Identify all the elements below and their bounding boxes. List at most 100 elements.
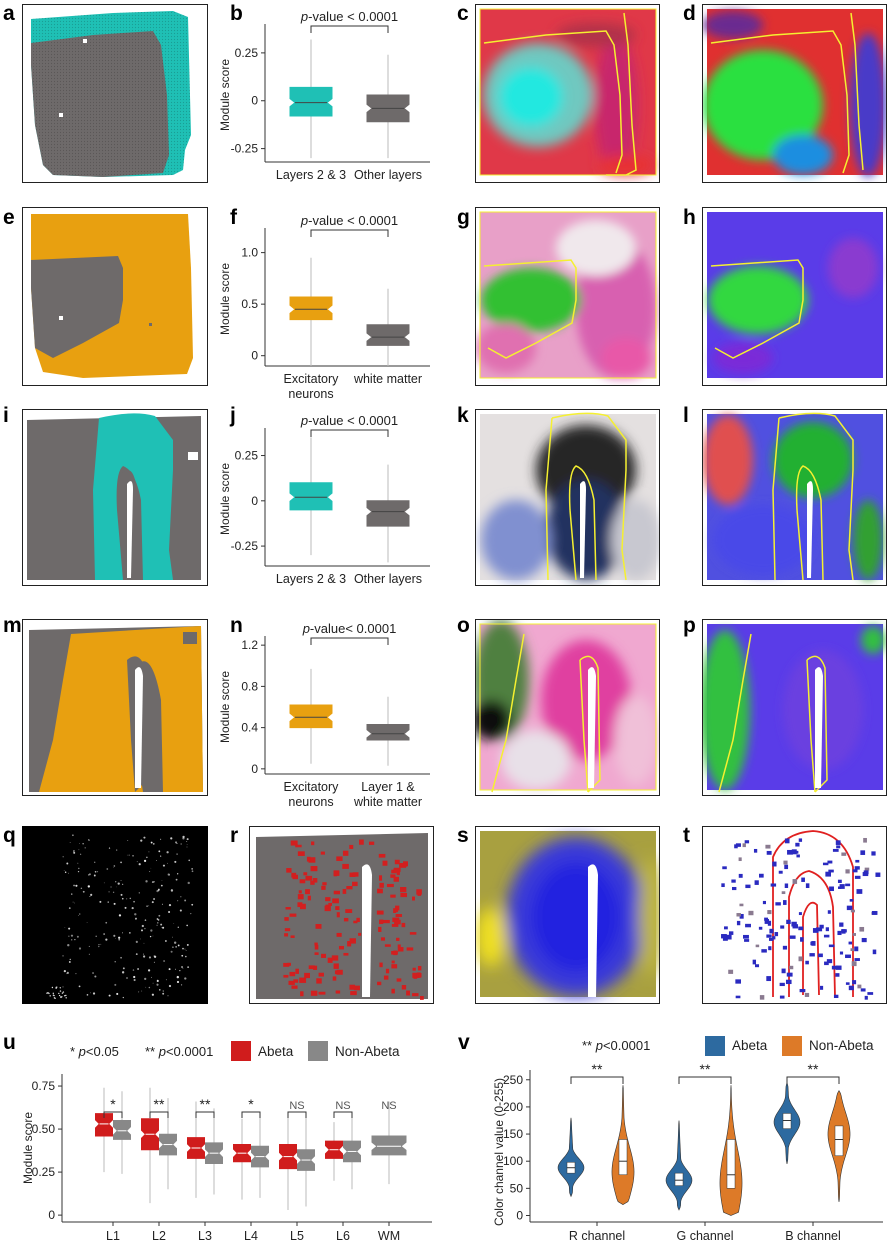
- abeta-spot: [379, 962, 383, 968]
- fluorescent-spot: [95, 935, 97, 937]
- fluorescent-spot: [58, 994, 61, 997]
- legend-swatch-abeta: [705, 1036, 725, 1056]
- fluorescent-spot: [127, 840, 129, 841]
- fluorescent-spot: [62, 986, 64, 988]
- fluorescent-spot: [141, 990, 143, 992]
- abeta-spot: [859, 926, 865, 932]
- abeta-spot: [782, 945, 788, 950]
- abeta-spot: [342, 863, 349, 869]
- nonabeta-violin: [719, 1085, 743, 1216]
- x-tick-label: white matter: [353, 372, 422, 386]
- fluorescent-spot: [108, 847, 111, 849]
- panel-label-o: o: [457, 614, 470, 637]
- abeta-spot: [305, 875, 313, 881]
- abeta-spot: [284, 928, 291, 932]
- abeta-spot: [353, 985, 360, 991]
- fluorescent-spot: [71, 893, 73, 895]
- abeta-spot: [731, 879, 736, 883]
- abeta-spot: [390, 894, 396, 898]
- fluorescent-spot: [78, 947, 82, 950]
- iqr-box: [782, 1113, 792, 1129]
- nonabeta-violin: [827, 1090, 851, 1202]
- abeta-violin: [773, 1081, 801, 1164]
- abeta-spot: [744, 840, 750, 844]
- abeta-spot: [349, 984, 356, 990]
- fluorescent-spot: [185, 955, 187, 958]
- abeta-spot: [742, 843, 746, 848]
- spot-map-a: [22, 4, 208, 183]
- abeta-spot: [352, 881, 358, 887]
- fluorescent-spot: [94, 975, 97, 978]
- abeta-spot: [781, 891, 786, 895]
- fluorescent-spot: [105, 921, 108, 924]
- abeta-spot: [396, 871, 400, 876]
- fluorescent-spot: [156, 979, 159, 983]
- fluorescent-spot: [116, 992, 119, 995]
- fluorescent-spot: [80, 887, 83, 890]
- panel-label-c: c: [457, 2, 469, 25]
- abeta-violin: [665, 1120, 693, 1211]
- fluorescent-spot: [88, 945, 90, 947]
- abeta-spot: [864, 867, 870, 871]
- box-body: [113, 1119, 131, 1140]
- fluorescent-spot: [146, 905, 148, 907]
- abeta-spot: [833, 994, 839, 999]
- legend-label-abeta: Abeta: [258, 1044, 294, 1059]
- fluorescent-spot: [90, 992, 91, 994]
- fluorescent-spot: [143, 859, 147, 863]
- fluorescent-spot: [151, 901, 154, 904]
- significance-bracket: [310, 429, 389, 437]
- abeta-spot: [789, 965, 794, 970]
- abeta-spot: [820, 985, 824, 990]
- abeta-spot: [829, 886, 834, 892]
- fluorescent-spot: [158, 989, 161, 991]
- violin-body: [557, 1117, 585, 1198]
- abeta-spot: [377, 981, 382, 986]
- fluorescent-spot: [66, 971, 69, 974]
- abeta-spot: [822, 862, 829, 866]
- abeta-spot: [377, 888, 383, 894]
- abeta-spot: [754, 880, 759, 885]
- fluorescent-spot: [113, 934, 116, 937]
- abeta-spot: [304, 972, 311, 979]
- abeta-spot: [780, 925, 785, 929]
- abeta-spot: [767, 910, 772, 915]
- abeta-spot: [290, 840, 298, 846]
- significance-bracket: [103, 1111, 123, 1118]
- abeta-spot: [817, 927, 823, 932]
- fluorescent-spot: [120, 956, 122, 959]
- fluorescent-spot: [156, 860, 157, 861]
- y-tick-label: 0.25: [235, 46, 259, 60]
- box-1: [366, 54, 410, 159]
- fluorescent-spot: [190, 913, 192, 915]
- fluorescent-spot: [60, 996, 62, 999]
- panel-label-t: t: [683, 824, 690, 847]
- abeta-spot: [400, 892, 408, 898]
- abeta-spot: [290, 935, 295, 938]
- fluorescent-spot: [182, 837, 185, 840]
- abeta-spot: [289, 971, 296, 977]
- abeta-spot: [349, 938, 356, 944]
- abeta-spot: [861, 937, 867, 943]
- panel-label-h: h: [683, 206, 696, 229]
- abeta-spot: [391, 988, 395, 994]
- abeta-spot: [738, 873, 743, 878]
- abeta-spot: [310, 990, 318, 996]
- legend-swatch-abeta: [231, 1041, 251, 1061]
- fluorescent-spot: [64, 927, 66, 928]
- fluorescent-spot: [72, 901, 74, 903]
- fluorescent-spot: [184, 948, 186, 950]
- fluorescent-spot: [100, 943, 102, 945]
- x-tick-label: Layer 1 & white matter: [353, 780, 422, 809]
- fluorescent-spot: [166, 862, 168, 864]
- fluorescent-spot: [151, 976, 152, 978]
- abeta-spot: [852, 869, 858, 873]
- abeta-spot: [738, 857, 742, 862]
- abeta-box: [233, 1118, 251, 1200]
- x-tick-label: R channel: [569, 1229, 625, 1241]
- abeta-spot: [851, 961, 857, 967]
- fluorescent-spot: [188, 859, 190, 862]
- fluorescent-spot: [153, 961, 155, 963]
- fluorescent-spot: [92, 992, 96, 995]
- fluorescent-spot: [179, 909, 182, 912]
